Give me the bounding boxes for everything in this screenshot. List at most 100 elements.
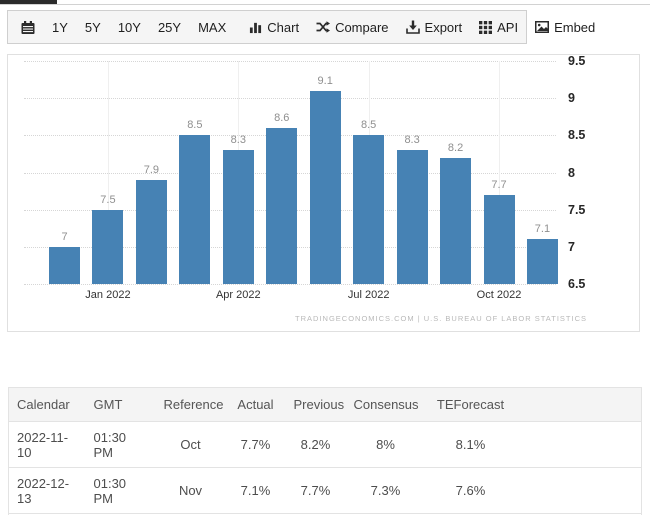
- v-gridline: [499, 61, 500, 284]
- calendar-table-header: Calendar GMT Reference Actual Previous Consen…: [8, 387, 642, 422]
- cell-calendar: 2022-11-10: [17, 429, 69, 460]
- cell-previous: 7.7%: [300, 483, 331, 498]
- cell-teforecast: 7.6%: [455, 483, 486, 498]
- table-row: 2022-12-13 01:30 PM Nov 7.1% 7.7% 7.3% 7.6%: [8, 467, 642, 514]
- bar-sep-2022[interactable]: [440, 157, 472, 284]
- bar-value-label: 9.1: [317, 74, 333, 87]
- compare-icon: [316, 21, 331, 33]
- column-header-gmt: GMT: [93, 397, 123, 412]
- calendar-table-body: 2022-11-10 01:30 PM Oct 7.7% 8.2% 8% 8.1% 2022-…: [8, 421, 642, 515]
- cell-blank: [516, 468, 642, 514]
- cell-consensus: 8%: [376, 437, 395, 452]
- x-tick-label: Oct 2022: [476, 289, 522, 301]
- y-tick-label: 6.5: [568, 277, 586, 291]
- calendar-button[interactable]: [21, 20, 35, 34]
- bar-jun-2022[interactable]: [309, 90, 341, 284]
- embed-button[interactable]: Embed: [535, 20, 595, 35]
- api-button[interactable]: API: [479, 20, 518, 35]
- range-5y[interactable]: 5Y: [84, 19, 101, 35]
- chart-watermark: TRADINGECONOMICS.COM | U.S. BUREAU OF LA…: [295, 314, 587, 323]
- cell-reference: Nov: [178, 483, 203, 498]
- y-tick-label: 7.5: [568, 202, 586, 217]
- bar-value-label: 7.9: [143, 163, 160, 176]
- chart-toolbar: 1Y 5Y 10Y 25Y MAX Chart Compare: [7, 10, 595, 44]
- h-gridline: [24, 98, 556, 100]
- x-tick-label: Jan 2022: [85, 289, 131, 301]
- embed-icon: [535, 21, 550, 33]
- cell-gmt: 01:30 PM: [93, 429, 127, 460]
- cell-reference: Oct: [180, 437, 201, 452]
- bar-mar-2022[interactable]: [179, 135, 211, 284]
- range-25y[interactable]: 25Y: [157, 19, 182, 35]
- bar-jan-2022[interactable]: [92, 209, 124, 284]
- y-tick-label: 8.5: [568, 128, 586, 143]
- bar-feb-2022[interactable]: [135, 179, 167, 284]
- bar-value-label: 8.3: [404, 134, 420, 147]
- h-gridline: [24, 284, 556, 285]
- cell-gmt: 01:30 PM: [93, 475, 127, 506]
- range-1y[interactable]: 1Y: [52, 19, 68, 35]
- cell-actual: 7.1%: [240, 483, 271, 498]
- y-tick-label: 7: [568, 239, 575, 254]
- compare-button[interactable]: Compare: [316, 19, 389, 35]
- chart-button-label: Chart: [267, 19, 300, 35]
- bar-may-2022[interactable]: [266, 127, 298, 284]
- column-header-reference: Reference: [163, 397, 224, 412]
- column-header-consensus: Consensus: [353, 397, 419, 412]
- bar-value-label: 7.7: [491, 178, 507, 191]
- column-header-calendar: Calendar: [17, 397, 70, 412]
- cell-previous: 8.2%: [300, 437, 331, 452]
- table-row: 2023-01-1201:30 PMDec7.1%7%: [8, 513, 642, 515]
- range-10y[interactable]: 10Y: [117, 19, 141, 35]
- api-icon: [479, 20, 493, 34]
- table-row: 2022-11-10 01:30 PM Oct 7.7% 8.2% 8% 8.1%: [8, 421, 642, 468]
- compare-button-label: Compare: [335, 19, 389, 35]
- cell-consensus: 7.3%: [370, 483, 401, 498]
- h-gridline: [24, 61, 556, 62]
- embed-button-label: Embed: [554, 19, 596, 35]
- bar-value-label: 8.6: [274, 111, 290, 124]
- column-header-teforecast: TEForecast: [436, 397, 505, 412]
- column-header-previous: Previous: [293, 397, 345, 412]
- bar-value-label: 8.3: [230, 134, 246, 147]
- page-top-tab: [0, 0, 57, 4]
- page-top-border: [0, 4, 650, 5]
- export-button-label: Export: [424, 19, 463, 35]
- chart-button[interactable]: Chart: [249, 20, 299, 35]
- y-tick-label: 9.5: [568, 54, 586, 68]
- bar-jul-2022[interactable]: [353, 135, 385, 284]
- bar-value-label: 8.5: [360, 119, 377, 132]
- cell-actual: 7.7%: [240, 437, 271, 452]
- cell-teforecast: 8.1%: [455, 437, 486, 452]
- bar-oct-2022[interactable]: [483, 194, 515, 284]
- bar-dec-2021[interactable]: [49, 246, 80, 284]
- v-gridline: [107, 61, 109, 284]
- export-button[interactable]: Export: [405, 19, 463, 35]
- bar-value-label: 7: [61, 230, 68, 243]
- bar-nov-2022[interactable]: [526, 239, 558, 284]
- column-header-blank: [516, 388, 642, 422]
- cell-calendar: 2022-12-13: [17, 475, 70, 506]
- calendar-table: Calendar GMT Reference Actual Previous Consen…: [8, 387, 642, 515]
- range-max[interactable]: MAX: [198, 19, 227, 35]
- export-icon: [405, 20, 420, 34]
- x-tick-label: Apr 2022: [215, 289, 261, 301]
- bar-chart-icon: [250, 22, 262, 33]
- y-tick-label: 9: [568, 91, 575, 106]
- bar-value-label: 8.5: [187, 119, 203, 132]
- bar-value-label: 7.1: [534, 223, 551, 236]
- column-header-actual: Actual: [237, 397, 274, 412]
- plot-area: 6.5 7 7.5 8 8.5 9 9.5 Jan 2022 Apr 2022 Jul 2022 O…: [8, 54, 641, 333]
- y-tick-label: 8: [568, 165, 575, 180]
- chart-panel: 6.5 7 7.5 8 8.5 9 9.5 Jan 2022 Apr 2022 Jul 2022 O…: [7, 54, 640, 332]
- x-tick-label: Jul 2022: [347, 289, 390, 301]
- bar-value-label: 7.5: [100, 193, 116, 206]
- bar-value-label: 8.2: [447, 141, 464, 154]
- bar-apr-2022[interactable]: [222, 150, 254, 284]
- calendar-icon: [21, 20, 35, 34]
- calendar-table-head-row: Calendar GMT Reference Actual Previous Consen…: [8, 387, 642, 422]
- api-button-label: API: [497, 19, 519, 35]
- cell-blank: [516, 422, 642, 468]
- bar-aug-2022[interactable]: [396, 150, 428, 284]
